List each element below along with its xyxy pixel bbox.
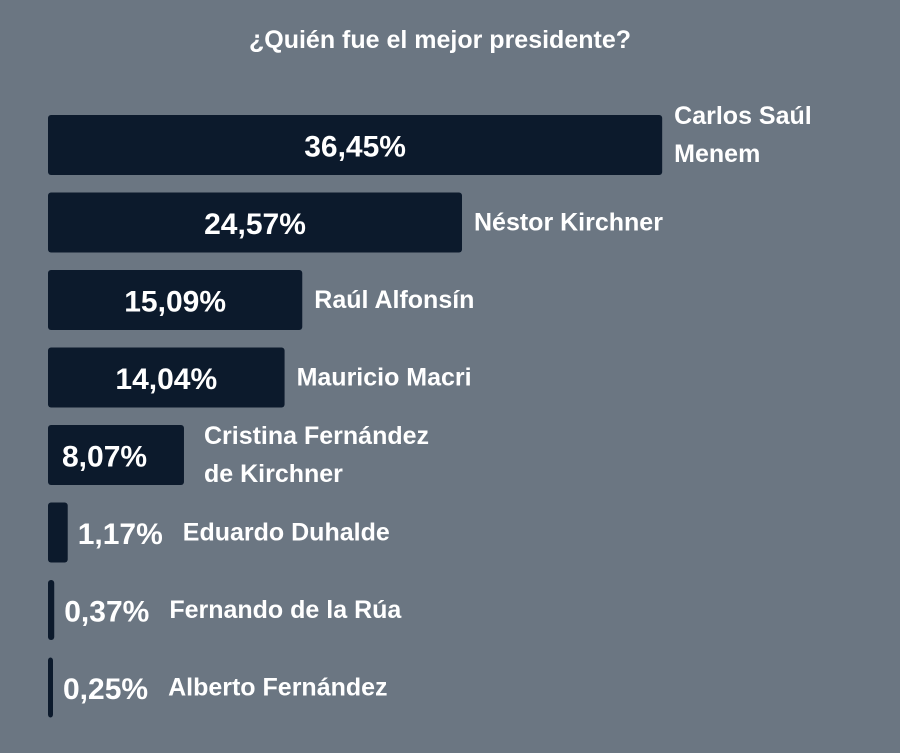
category-label-fernando-de-la-rua: Fernando de la Rúa [169,596,402,624]
value-label-mauricio-macri: 14,04% [115,363,217,396]
category-label-mauricio-macri: Mauricio Macri [297,364,472,392]
category-label-carlos-saul-menem-line-1: Carlos Saúl [674,102,812,130]
value-label-eduardo-duhalde: 1,17% [78,518,163,551]
value-label-nestor-kirchner: 24,57% [204,208,306,241]
category-label-alberto-fernandez: Alberto Fernández [168,674,387,702]
category-label-nestor-kirchner: Néstor Kirchner [474,209,663,237]
bar-mauricio-macri [48,347,285,408]
bar-eduardo-duhalde [48,502,68,563]
category-label-cristina-fernandez-de-kirchner-line-1: Cristina Fernández [204,422,429,450]
category-label-cristina-fernandez-de-kirchner-line-2: de Kirchner [204,460,343,488]
category-label-raul-alfonsin: Raúl Alfonsín [314,286,474,314]
bar-cristina-fernandez-de-kirchner [48,425,184,485]
value-label-fernando-de-la-rua: 0,37% [64,596,149,629]
value-label-alberto-fernandez: 0,25% [63,673,148,706]
bar-alberto-fernandez [48,657,53,718]
bar-fernando-de-la-rua [48,580,55,640]
bar-nestor-kirchner [48,192,463,253]
bar-raul-alfonsin [48,270,303,330]
category-label-carlos-saul-menem-line-2: Menem [674,140,760,168]
bar-carlos-saul-menem [48,115,663,175]
value-label-cristina-fernandez-de-kirchner: 8,07% [62,441,147,474]
value-label-carlos-saul-menem: 36,45% [304,131,406,164]
category-label-eduardo-duhalde: Eduardo Duhalde [183,519,390,547]
chart-title: ¿Quién fue el mejor presidente? [248,26,632,54]
value-label-raul-alfonsin: 15,09% [124,286,226,319]
